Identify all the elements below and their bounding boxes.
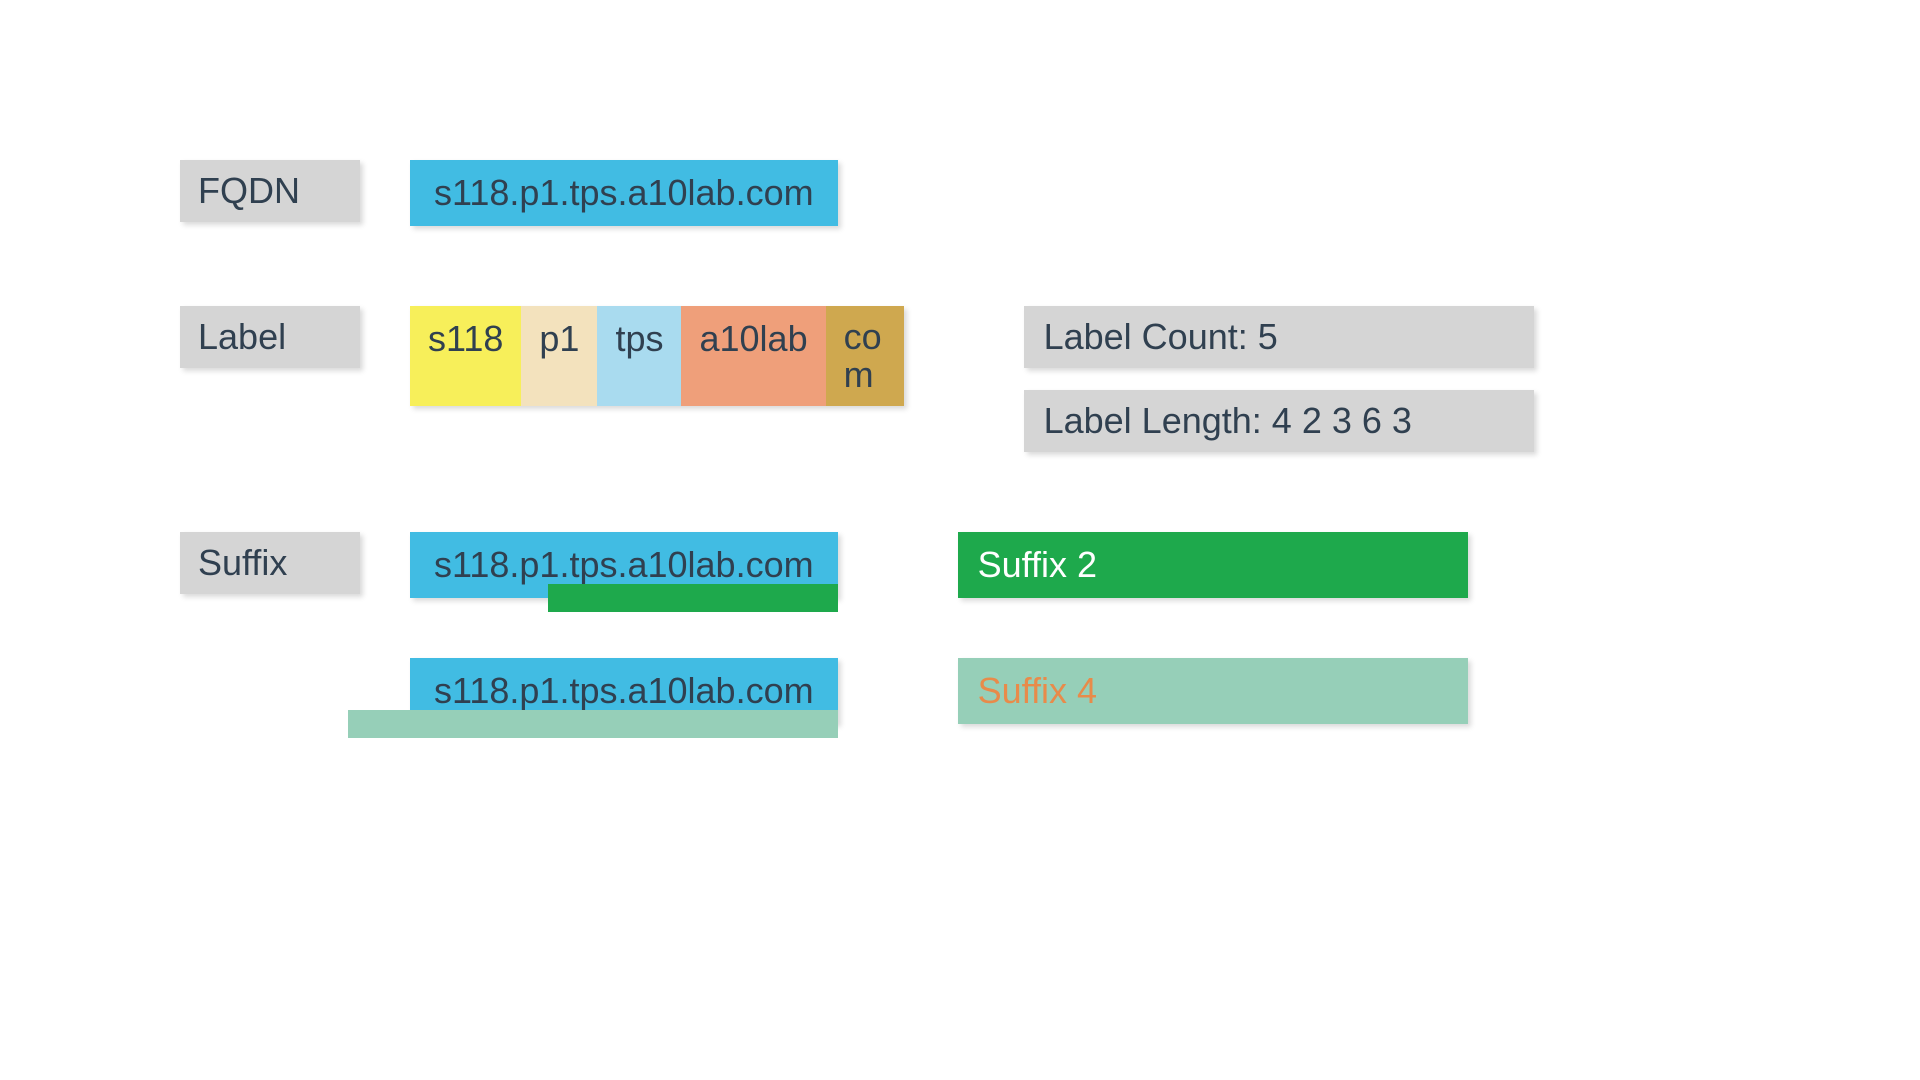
label-length: Label Length: 4 2 3 6 3 — [1024, 390, 1534, 452]
seg-a10lab: a10lab — [681, 306, 825, 406]
fqdn-mid: s118.p1.tps.a10lab.com — [410, 160, 838, 226]
suffix4-wrap: s118.p1.tps.a10lab.com — [410, 658, 838, 724]
suffix2-right: Suffix 2 — [958, 532, 1468, 598]
label-strip: s118 p1 tps a10lab com — [410, 306, 904, 406]
seg-com: com — [826, 306, 904, 406]
row-suffix2: Suffix s118.p1.tps.a10lab.com Suffix 2 — [180, 532, 1780, 598]
row-fqdn: FQDN s118.p1.tps.a10lab.com — [180, 160, 1780, 226]
fqdn-value: s118.p1.tps.a10lab.com — [410, 160, 838, 226]
suffix4-underline — [348, 710, 838, 738]
seg-p1: p1 — [521, 306, 597, 406]
suffix2-underline — [548, 584, 838, 612]
suffix4-badge: Suffix 4 — [958, 658, 1468, 724]
suffix4-right: Suffix 4 — [958, 658, 1468, 724]
seg-tps: tps — [597, 306, 681, 406]
suffix-label: Suffix — [180, 532, 360, 594]
suffix2-wrap: s118.p1.tps.a10lab.com — [410, 532, 838, 598]
row-suffix4: s118.p1.tps.a10lab.com Suffix 4 — [180, 658, 1780, 724]
fqdn-label: FQDN — [180, 160, 360, 222]
suffix2-badge: Suffix 2 — [958, 532, 1468, 598]
label-label: Label — [180, 306, 360, 368]
suffix2-mid: s118.p1.tps.a10lab.com — [410, 532, 838, 598]
seg-s118: s118 — [410, 306, 521, 406]
label-count: Label Count: 5 — [1024, 306, 1534, 368]
label-mid: s118 p1 tps a10lab com — [410, 306, 904, 406]
row-label: Label s118 p1 tps a10lab com Label Count… — [180, 306, 1780, 452]
diagram-container: FQDN s118.p1.tps.a10lab.com Label s118 p… — [180, 160, 1780, 724]
label-info-col: Label Count: 5 Label Length: 4 2 3 6 3 — [1024, 306, 1534, 452]
suffix4-mid: s118.p1.tps.a10lab.com — [410, 658, 838, 724]
